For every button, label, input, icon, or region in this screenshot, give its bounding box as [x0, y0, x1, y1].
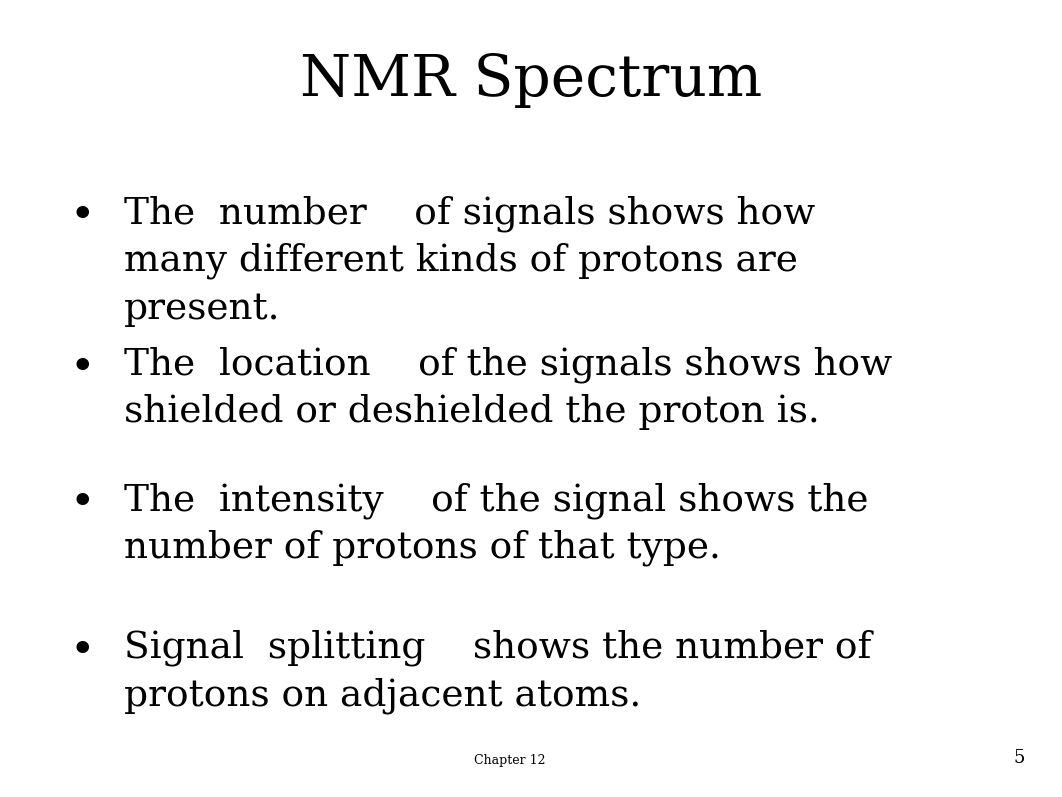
Text: The  intensity    of the signal shows the
number of protons of that type.: The intensity of the signal shows the nu…: [124, 482, 869, 567]
Text: •: •: [69, 630, 95, 672]
Text: 5: 5: [1013, 748, 1025, 767]
Text: •: •: [69, 347, 95, 389]
Text: •: •: [69, 195, 95, 238]
Text: Chapter 12: Chapter 12: [474, 754, 546, 767]
Text: Signal  splitting    shows the number of
protons on adjacent atoms.: Signal splitting shows the number of pro…: [124, 630, 872, 714]
Text: •: •: [69, 482, 95, 524]
Text: The  number    of signals shows how
many different kinds of protons are
present.: The number of signals shows how many dif…: [124, 195, 816, 327]
Text: NMR Spectrum: NMR Spectrum: [299, 52, 763, 108]
Text: The  location    of the signals shows how
shielded or deshielded the proton is.: The location of the signals shows how sh…: [124, 347, 892, 430]
